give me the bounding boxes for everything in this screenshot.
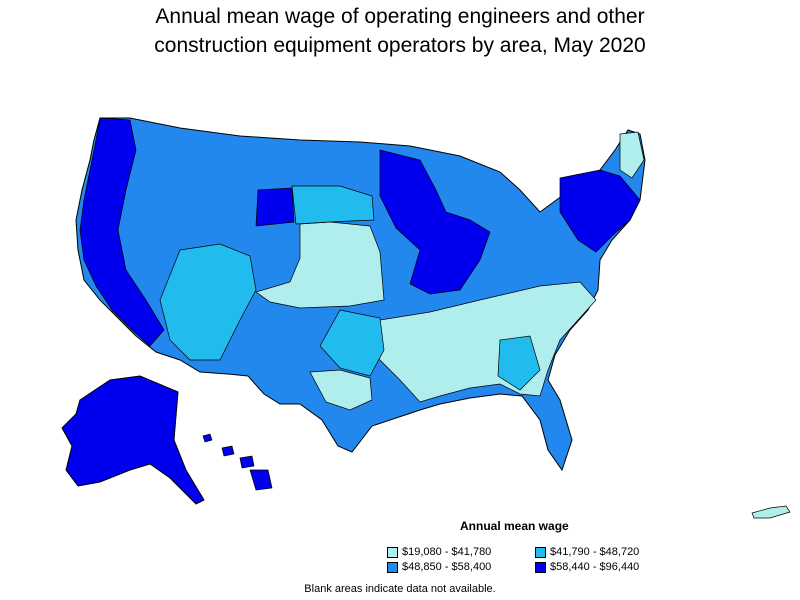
mid-low-wage-region-georgia	[497, 335, 541, 391]
low-wage-region-texas	[309, 369, 373, 411]
legend-item-1: $19,080 - $41,780	[387, 546, 491, 558]
title-line-2: construction equipment operators by area…	[154, 34, 646, 57]
legend-swatch-1	[387, 546, 398, 558]
high-wage-region-midwest	[379, 149, 491, 295]
legend-swatch-4	[535, 561, 546, 573]
legend-title: Annual mean wage	[460, 519, 569, 533]
high-wage-region-wyoming	[255, 187, 295, 227]
legend-item-3: $48,850 - $58,400	[387, 561, 491, 573]
alaska-region	[61, 375, 205, 505]
map-title: Annual mean wage of operating engineers …	[0, 2, 800, 60]
legend-label-1: $19,080 - $41,780	[402, 546, 492, 558]
us-wage-map	[61, 117, 791, 519]
legend-label-3: $48,850 - $58,400	[402, 561, 492, 573]
legend-item-4: $58,440 - $96,440	[535, 561, 639, 573]
mid-low-wage-region-south	[319, 309, 385, 377]
low-wage-region-plains	[255, 221, 385, 309]
mid-low-wage-region-plains	[291, 185, 375, 225]
legend-item-2: $41,790 - $48,720	[535, 546, 639, 558]
legend-label-4: $58,440 - $96,440	[550, 561, 640, 573]
high-wage-region-pacific	[79, 117, 165, 347]
legend-swatch-2	[535, 546, 546, 558]
puerto-rico-region	[751, 505, 791, 519]
legend-swatch-3	[387, 561, 398, 573]
data-availability-note: Blank areas indicate data not available.	[304, 583, 496, 595]
hawaii-region	[202, 433, 273, 491]
high-wage-region-northeast	[559, 169, 641, 253]
title-line-1: Annual mean wage of operating engineers …	[155, 5, 645, 28]
mid-low-wage-region-west	[159, 243, 257, 361]
legend-label-2: $41,790 - $48,720	[550, 546, 640, 558]
low-wage-region-maine	[619, 131, 645, 179]
